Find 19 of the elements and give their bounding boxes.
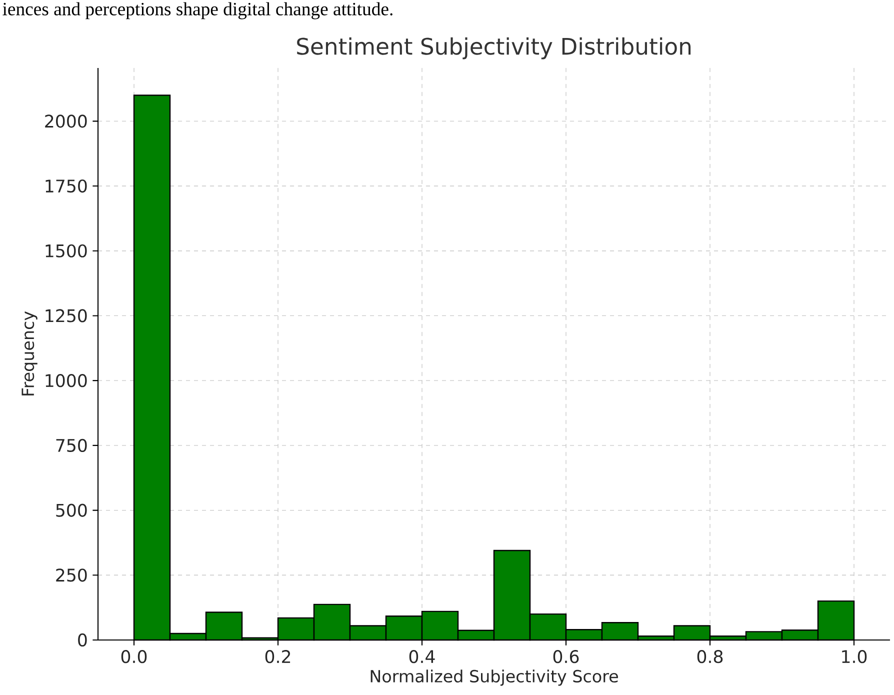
y-tick-label: 1500: [46, 244, 87, 258]
x-tick-label: 1.0: [842, 650, 867, 664]
x-axis-title: Normalized Subjectivity Score: [370, 670, 618, 686]
x-tick-label: 0.4: [409, 650, 435, 664]
text: iences and perceptions shape digital change attitude.: [2, 2, 392, 20]
x-tick-label: 0.2: [265, 650, 290, 664]
y-tick-label: 1750: [46, 179, 87, 193]
y-tick-label: 0: [78, 633, 87, 647]
y-tick-label: 750: [56, 438, 87, 452]
y-tick-label: 2000: [45, 114, 87, 128]
x-tick-label: 0.8: [697, 650, 723, 664]
y-tick-label: 1250: [46, 309, 87, 322]
x-tick-label: 0.0: [121, 650, 147, 664]
y-tick-label: 250: [56, 568, 87, 582]
x-tick-label: 0.6: [553, 650, 579, 664]
y-axis-title: Frequency: [22, 311, 38, 396]
chart-title: Sentiment Subjectivity Distribution: [297, 37, 691, 60]
y-tick-label: 1000: [46, 374, 87, 388]
y-tick-label: 500: [56, 504, 87, 517]
